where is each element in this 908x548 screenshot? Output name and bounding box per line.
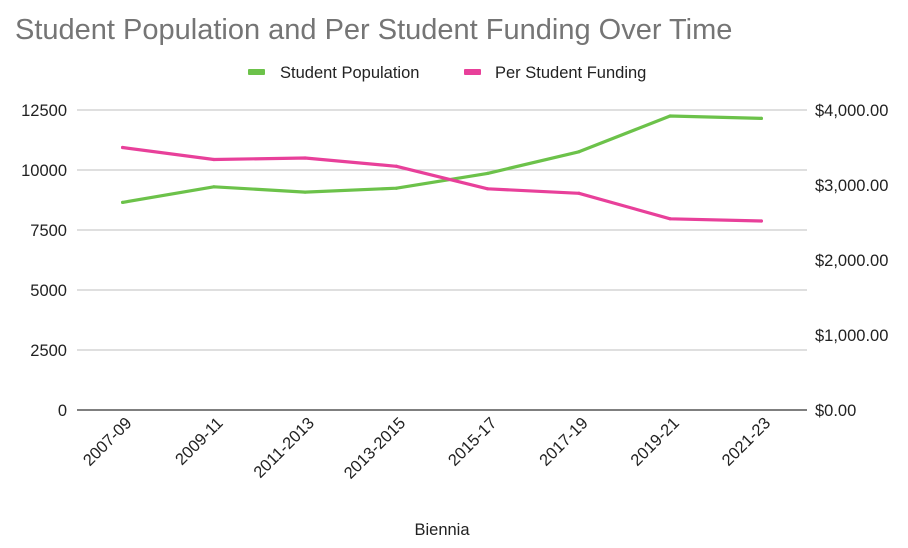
x-axis-title: Biennia: [414, 521, 470, 539]
left-axis-tick-label: 10000: [21, 162, 67, 180]
series-student-population: [120, 114, 764, 204]
right-axis-ticks: $0.00 $1,000.00 $2,000.00 $3,000.00 $4,000.0…: [815, 102, 888, 420]
data-point-per-student-funding: [577, 191, 581, 195]
right-axis-tick-label: $2,000.00: [815, 252, 888, 270]
x-axis-tick-label: 2017-19: [536, 414, 592, 470]
data-point-per-student-funding: [668, 217, 672, 221]
left-axis-tick-label: 2500: [30, 342, 67, 360]
right-axis-tick-label: $0.00: [815, 402, 856, 420]
gridlines: [77, 109, 807, 411]
data-point-per-student-funding: [486, 187, 490, 191]
left-axis-tick-label: 5000: [30, 282, 67, 300]
legend-swatch-per-student-funding: [464, 69, 481, 75]
data-point-per-student-funding: [121, 145, 125, 150]
data-point-student-population: [394, 186, 398, 190]
x-axis-tick-label: 2013-2015: [341, 414, 410, 483]
data-point-per-student-funding: [212, 157, 216, 162]
data-point-student-population: [212, 185, 216, 189]
right-axis-tick-label: $1,000.00: [815, 327, 888, 345]
data-point-student-population: [668, 114, 672, 118]
data-point-student-population: [121, 200, 125, 204]
x-axis-tick-label: 2021-23: [719, 414, 775, 470]
x-axis-ticks: 2007-09 2009-11 2011-2013 2013-2015 2015-17 2…: [80, 414, 774, 483]
data-point-student-population: [577, 150, 581, 154]
series-per-student-funding: [120, 145, 764, 223]
data-point-student-population: [759, 116, 763, 120]
data-point-per-student-funding: [759, 219, 763, 223]
series-line-student-population: [120, 114, 764, 204]
right-axis-tick-label: $4,000.00: [815, 102, 888, 120]
x-axis-tick-label: 2011-2013: [250, 414, 318, 482]
data-point-per-student-funding: [303, 156, 307, 160]
legend-swatch-student-population: [248, 69, 265, 75]
right-axis-tick-label: $3,000.00: [815, 177, 888, 195]
x-axis-tick-label: 2019-21: [627, 414, 683, 470]
data-point-per-student-funding: [394, 164, 398, 168]
x-axis-tick-label: 2015-17: [445, 414, 501, 470]
data-point-student-population: [486, 171, 490, 175]
legend-label-per-student-funding: Per Student Funding: [495, 64, 646, 82]
series-lines: [120, 114, 764, 223]
left-axis-tick-label: 12500: [21, 102, 67, 120]
series-line-per-student-funding: [120, 145, 764, 223]
legend-label-student-population: Student Population: [280, 64, 419, 82]
left-axis-tick-label: 7500: [30, 222, 67, 240]
data-point-student-population: [303, 190, 307, 194]
left-axis-tick-label: 0: [58, 402, 67, 420]
x-axis-tick-label: 2007-09: [80, 414, 136, 470]
chart-title: Student Population and Per Student Fundi…: [15, 14, 732, 46]
legend: Student Population Per Student Funding: [248, 64, 646, 82]
x-axis-tick-label: 2009-11: [172, 414, 227, 469]
left-axis-ticks: 0 2500 5000 7500 10000 12500: [21, 102, 67, 420]
